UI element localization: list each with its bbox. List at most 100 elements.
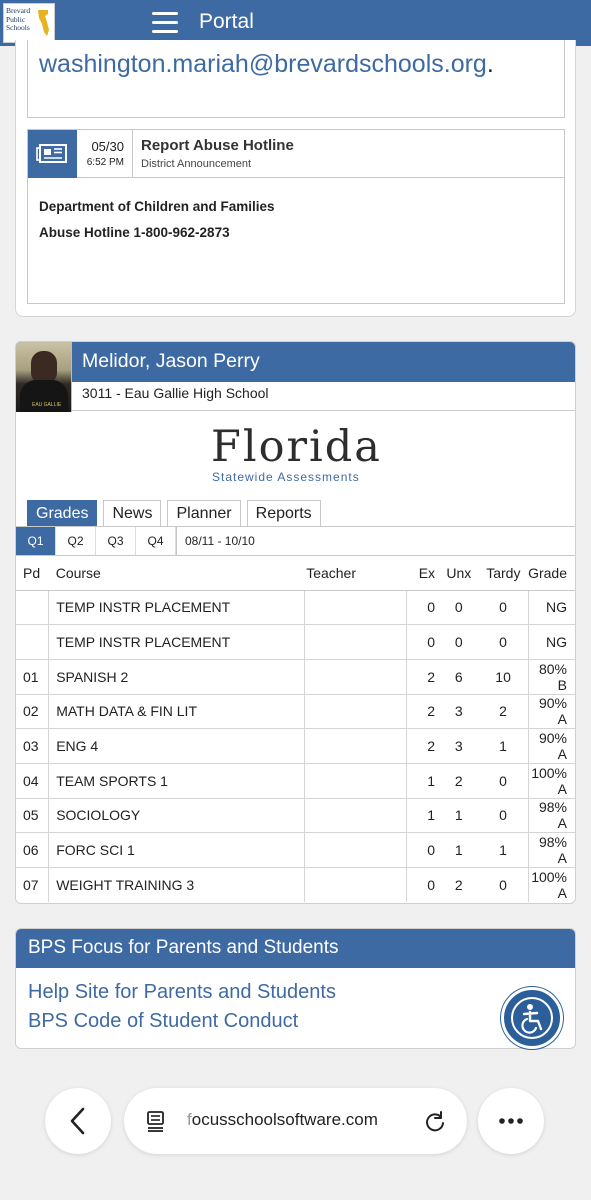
reload-icon[interactable]: [422, 1108, 448, 1134]
email-link[interactable]: washington.mariah@brevardschools.org.: [39, 50, 494, 79]
tab-grades[interactable]: Grades: [27, 500, 98, 526]
table-row[interactable]: 07 WEIGHT TRAINING 3 0 2 0 100% A: [16, 867, 575, 903]
cell-tardy[interactable]: 0: [478, 763, 529, 799]
code-of-conduct-link[interactable]: BPS Code of Student Conduct: [28, 1010, 299, 1032]
quarter-date-range: 08/11 - 10/10: [176, 527, 255, 555]
cell-pd: 05: [16, 798, 50, 834]
bps-title: BPS Focus for Parents and Students: [28, 937, 339, 958]
announcement-date-day: 05/30: [91, 139, 124, 154]
table-header-row: Pd Course Teacher Ex Unx Tardy Grade: [16, 556, 575, 591]
cell-pd: 04: [16, 763, 50, 799]
back-button[interactable]: [45, 1088, 111, 1154]
cell-unx[interactable]: 2: [439, 763, 479, 799]
cell-teacher: [304, 763, 407, 799]
cell-unx[interactable]: 6: [439, 659, 479, 695]
cell-teacher: [304, 798, 407, 834]
cell-ex[interactable]: 2: [406, 728, 440, 764]
cell-unx[interactable]: 1: [439, 832, 479, 868]
cell-ex[interactable]: 1: [406, 763, 440, 799]
cell-tardy[interactable]: 1: [478, 832, 529, 868]
cell-grade[interactable]: 90% A: [528, 694, 575, 730]
cell-tardy[interactable]: 0: [478, 590, 529, 626]
cell-pd: 07: [16, 867, 50, 903]
email-address[interactable]: washington.mariah@brevardschools.org: [39, 50, 487, 78]
email-announcement: washington.mariah@brevardschools.org.: [27, 40, 565, 118]
cell-ex[interactable]: 2: [406, 659, 440, 695]
url-text: focusschoolsoftware.com: [187, 1110, 378, 1130]
table-row[interactable]: 03 ENG 4 2 3 1 90% A: [16, 728, 575, 764]
quarter-q4[interactable]: Q4: [136, 527, 176, 555]
top-bar: Brevard Public Schools Portal: [0, 0, 591, 46]
cell-tardy[interactable]: 10: [478, 659, 529, 695]
cell-course: TEMP INSTR PLACEMENT: [48, 624, 305, 660]
table-row[interactable]: 04 TEAM SPORTS 1 1 2 0 100% A: [16, 763, 575, 799]
tab-reports[interactable]: Reports: [246, 500, 321, 526]
column-header-ex: Ex: [406, 556, 440, 591]
tab-planner[interactable]: Planner: [167, 500, 241, 526]
cell-tardy[interactable]: 0: [478, 624, 529, 660]
student-tabs: Grades News Planner Reports: [27, 500, 321, 526]
cell-tardy[interactable]: 2: [478, 694, 529, 730]
quarter-q2[interactable]: Q2: [56, 527, 96, 555]
announcement-date: 05/30 6:52 PM: [77, 130, 133, 178]
cell-pd: [16, 624, 50, 660]
cell-grade[interactable]: 98% A: [528, 798, 575, 834]
fsa-sub-b: Assessments: [277, 470, 360, 484]
cell-unx[interactable]: 3: [439, 728, 479, 764]
cell-unx[interactable]: 1: [439, 798, 479, 834]
cell-unx[interactable]: 0: [439, 624, 479, 660]
cell-pd: 03: [16, 728, 50, 764]
logo-text: Brevard Public Schools: [6, 6, 30, 33]
cell-ex[interactable]: 0: [427, 877, 436, 894]
cell-teacher: [304, 867, 407, 903]
brevard-schools-logo[interactable]: Brevard Public Schools: [3, 3, 55, 43]
cell-course: FORC SCI 1: [48, 832, 305, 868]
more-dots-icon: [499, 1118, 523, 1124]
florida-shape-icon: [38, 10, 49, 36]
cell-tardy[interactable]: 0: [478, 867, 529, 903]
cell-unx[interactable]: 3: [439, 694, 479, 730]
cell-grade[interactable]: 90% A: [528, 728, 575, 764]
reader-mode-icon[interactable]: [144, 1108, 170, 1134]
cell-ex[interactable]: 0: [406, 590, 440, 626]
cell-course: SPANISH 2: [48, 659, 305, 695]
cell-unx[interactable]: 2: [454, 877, 463, 894]
cell-tardy[interactable]: 1: [478, 728, 529, 764]
column-header-teacher: Teacher: [304, 556, 407, 591]
cell-grade[interactable]: 98% A: [528, 832, 575, 868]
cell-unx[interactable]: 0: [439, 590, 479, 626]
cell-tardy[interactable]: 0: [478, 798, 529, 834]
menu-hamburger-icon[interactable]: [152, 12, 178, 34]
cell-ex[interactable]: 0: [406, 624, 440, 660]
cell-teacher: [304, 624, 407, 660]
help-site-link[interactable]: Help Site for Parents and Students: [28, 981, 336, 1003]
cell-teacher: [304, 590, 407, 626]
cell-grade[interactable]: NG: [528, 624, 575, 660]
chevron-left-icon: [70, 1107, 85, 1135]
quarter-q1[interactable]: Q1: [16, 527, 56, 555]
accessibility-icon[interactable]: [501, 987, 563, 1049]
table-row[interactable]: TEMP INSTR PLACEMENT 0 0 0 NG: [16, 624, 575, 660]
newspaper-icon: [28, 130, 77, 178]
cell-ex[interactable]: 0: [406, 832, 440, 868]
table-row[interactable]: 05 SOCIOLOGY 1 1 0 98% A: [16, 798, 575, 834]
quarter-q3[interactable]: Q3: [96, 527, 136, 555]
cell-grade[interactable]: NG: [528, 590, 575, 626]
cell-grade[interactable]: 80% B: [528, 659, 575, 695]
table-row[interactable]: TEMP INSTR PLACEMENT 0 0 0 NG: [16, 590, 575, 626]
cell-course: MATH DATA & FIN LIT: [48, 694, 305, 730]
more-button[interactable]: [478, 1088, 544, 1154]
cell-grade[interactable]: 100% A: [528, 763, 575, 799]
email-period: .: [486, 50, 494, 78]
table-row[interactable]: 01 SPANISH 2 2 6 10 80% B: [16, 659, 575, 695]
address-bar[interactable]: focusschoolsoftware.com: [124, 1088, 467, 1154]
url-rest: ocusschoolsoftware.com: [191, 1110, 378, 1129]
table-row[interactable]: 06 FORC SCI 1 0 1 1 98% A: [16, 832, 575, 868]
tab-news[interactable]: News: [103, 500, 162, 526]
cell-ex[interactable]: 1: [406, 798, 440, 834]
bps-header: BPS Focus for Parents and Students: [16, 929, 575, 968]
table-row[interactable]: 02 MATH DATA & FIN LIT 2 3 2 90% A: [16, 694, 575, 730]
cell-grade[interactable]: 100% A: [531, 869, 567, 902]
cell-ex[interactable]: 2: [406, 694, 440, 730]
url-first-char: f: [187, 1110, 192, 1129]
